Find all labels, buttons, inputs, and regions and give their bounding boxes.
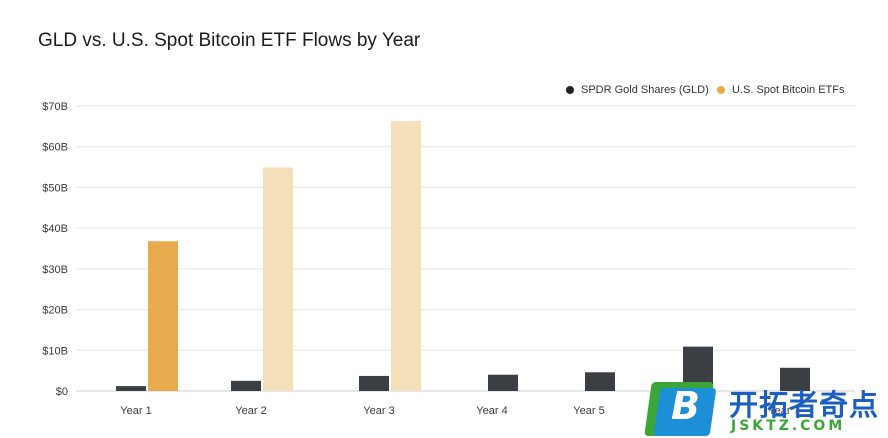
bar-gld [585, 372, 615, 391]
bar-gld [359, 375, 389, 391]
bar-gld [780, 367, 810, 391]
y-tick-label: $10B [42, 345, 68, 357]
chart-title: GLD vs. U.S. Spot Bitcoin ETF Flows by Y… [38, 30, 421, 51]
y-tick-label: $20B [42, 305, 68, 317]
watermark-letter: B [671, 384, 700, 428]
y-tick-label: $40B [42, 223, 68, 235]
x-tick-label: Year 3 [363, 405, 394, 417]
x-tick-label: Year 2 [235, 405, 266, 417]
legend-swatch-bitcoin [717, 86, 725, 94]
x-tick-label: Year 4 [476, 405, 507, 417]
gridlines [76, 105, 855, 392]
bar-bitcoin [391, 121, 421, 392]
watermark-domain-text: JSKTZ.COM [731, 418, 846, 434]
y-tick-label: $50B [42, 182, 68, 194]
bar-bitcoin [263, 167, 293, 391]
legend-swatch-gld [566, 86, 574, 94]
watermark-chinese-text: 开拓者奇点 [729, 388, 880, 422]
x-tick-label: Year 5 [573, 405, 604, 417]
legend-label-gld: SPDR Gold Shares (GLD) [581, 84, 709, 96]
y-tick-label: $70B [42, 101, 68, 113]
legend-item-gld: SPDR Gold Shares (GLD) [566, 84, 709, 96]
bar-bitcoin [148, 241, 178, 391]
legend-label-bitcoin: U.S. Spot Bitcoin ETFs [732, 84, 845, 96]
bars [116, 121, 810, 392]
x-tick-label: Year 7 [768, 405, 799, 417]
bar-gld [116, 386, 146, 391]
bar-gld [488, 374, 518, 391]
y-axis-ticks: $0 $10B $20B $30B $40B $50B $60B $70B [42, 101, 68, 398]
bar-gld [231, 380, 261, 391]
y-tick-label: $60B [42, 142, 68, 154]
legend-item-bitcoin: U.S. Spot Bitcoin ETFs [717, 84, 844, 96]
watermark-logo: B 开拓者奇点 JSKTZ.COM [643, 378, 888, 438]
x-tick-label: Year 1 [120, 405, 151, 417]
y-tick-label: $30B [42, 264, 68, 276]
y-tick-label: $0 [56, 386, 68, 398]
